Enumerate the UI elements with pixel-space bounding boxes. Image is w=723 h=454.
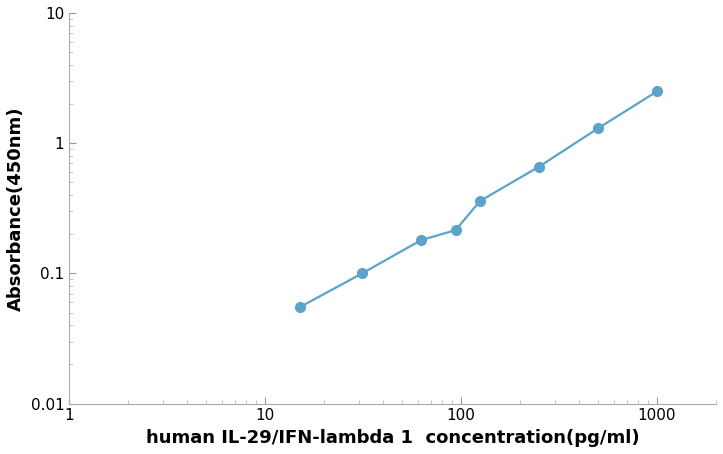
X-axis label: human IL-29/IFN-lambda 1  concentration(pg/ml): human IL-29/IFN-lambda 1 concentration(p… — [146, 429, 639, 447]
Y-axis label: Absorbance(450nm): Absorbance(450nm) — [7, 106, 25, 311]
